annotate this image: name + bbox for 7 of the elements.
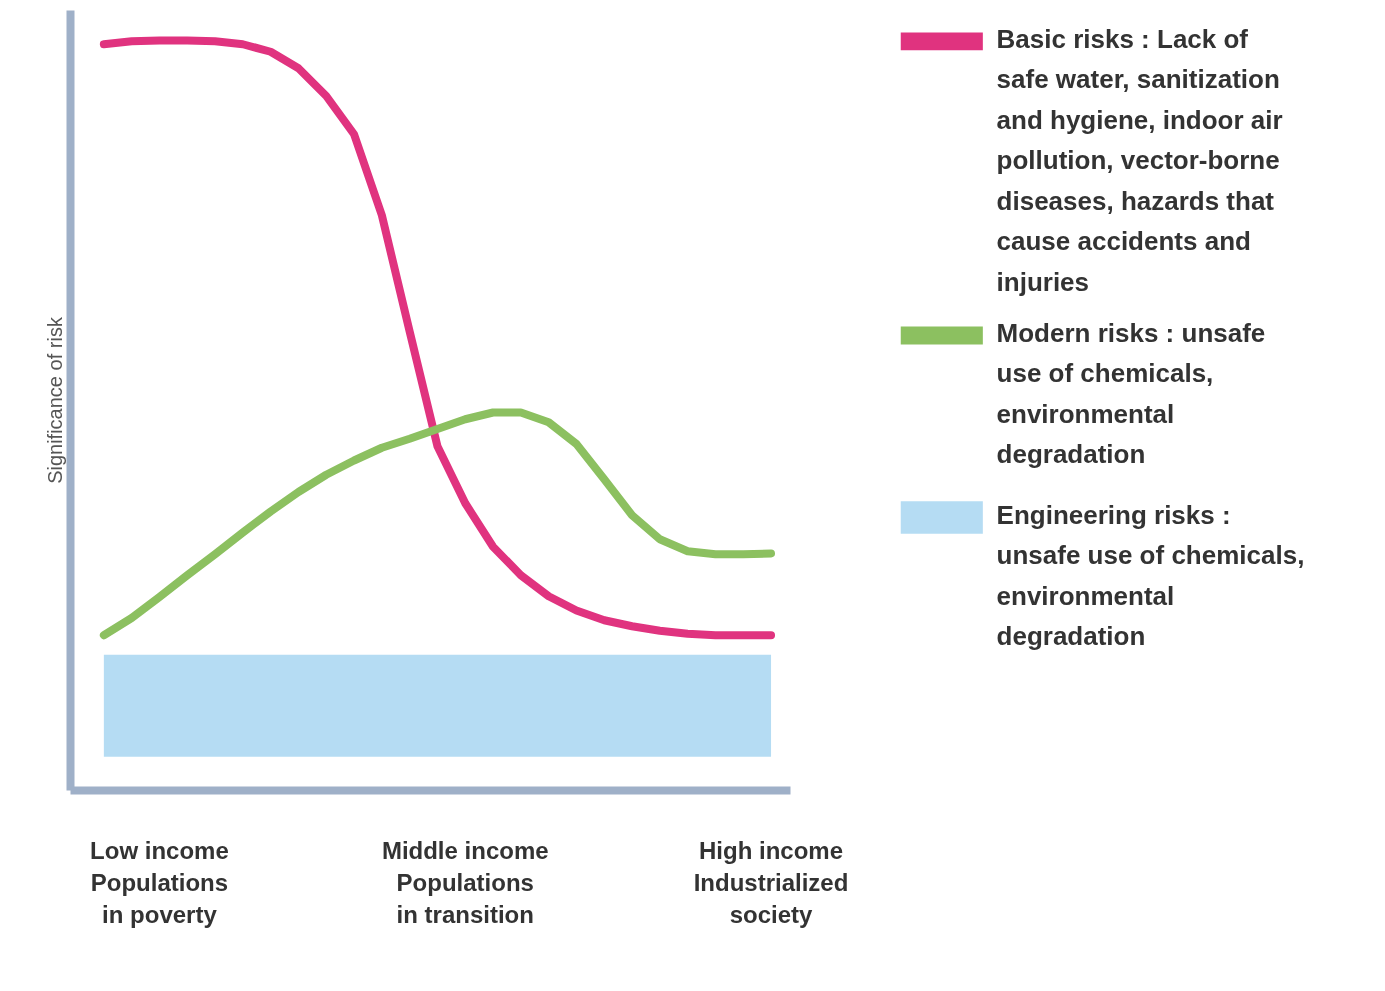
x-tick-label: Low income Populations in poverty: [90, 836, 229, 929]
y-axis-title: Significance of risk: [43, 316, 66, 484]
x-tick-label: Middle income Populations in transition: [381, 836, 549, 929]
x-tick-label: High income Industrialized society: [693, 836, 849, 929]
legend-label: Basic risks : Lack of safe water, sanitization and hygiene, indoor air pollution, vector-borne diseases, hazards that cause accidents and injuries: [996, 23, 1283, 297]
legend-label: Modern risks : unsafe use of chemicals, environmental degradation: [996, 317, 1266, 470]
legend-label: Engineering risks : unsafe use of chemicals, environmental degradation: [996, 499, 1305, 652]
